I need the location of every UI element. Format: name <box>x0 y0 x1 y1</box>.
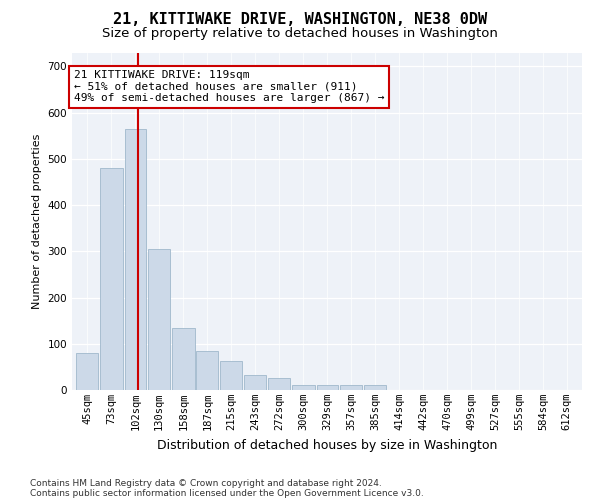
Bar <box>220 362 242 390</box>
Text: Contains HM Land Registry data © Crown copyright and database right 2024.: Contains HM Land Registry data © Crown c… <box>30 478 382 488</box>
Text: Size of property relative to detached houses in Washington: Size of property relative to detached ho… <box>102 28 498 40</box>
X-axis label: Distribution of detached houses by size in Washington: Distribution of detached houses by size … <box>157 438 497 452</box>
Bar <box>268 378 290 390</box>
Text: 21 KITTIWAKE DRIVE: 119sqm
← 51% of detached houses are smaller (911)
49% of sem: 21 KITTIWAKE DRIVE: 119sqm ← 51% of deta… <box>74 70 384 103</box>
Bar <box>340 386 362 390</box>
Y-axis label: Number of detached properties: Number of detached properties <box>32 134 42 309</box>
Text: Contains public sector information licensed under the Open Government Licence v3: Contains public sector information licen… <box>30 488 424 498</box>
Bar <box>76 353 98 390</box>
Bar <box>125 129 146 390</box>
Bar <box>100 168 122 390</box>
Bar <box>364 386 386 390</box>
Text: 21, KITTIWAKE DRIVE, WASHINGTON, NE38 0DW: 21, KITTIWAKE DRIVE, WASHINGTON, NE38 0D… <box>113 12 487 28</box>
Bar <box>196 350 218 390</box>
Bar <box>244 375 266 390</box>
Bar <box>172 328 194 390</box>
Bar <box>292 386 314 390</box>
Bar <box>148 249 170 390</box>
Bar <box>317 386 338 390</box>
